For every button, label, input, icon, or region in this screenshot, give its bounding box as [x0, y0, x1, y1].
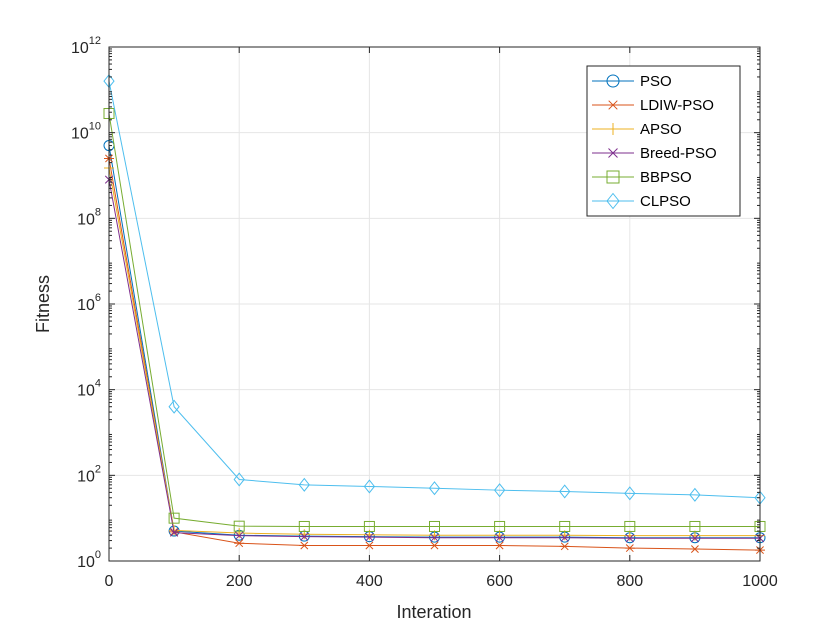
y-tick-label: 1012: [71, 35, 101, 57]
data-point-marker: [235, 531, 244, 540]
data-point-marker: [428, 481, 441, 496]
data-point-marker: [298, 477, 310, 492]
data-point-marker: [607, 100, 619, 110]
legend-item: BBPSO: [592, 169, 692, 186]
x-tick-label: 800: [616, 573, 643, 590]
data-point-marker: [559, 484, 571, 499]
data-point-marker: [430, 533, 439, 542]
series-clpso: [103, 74, 766, 505]
x-axis-title: Interation: [396, 602, 471, 622]
legend-label: Breed-PSO: [640, 145, 717, 162]
data-point-marker: [625, 534, 634, 543]
data-point-marker: [365, 533, 374, 542]
legend-label: APSO: [640, 121, 682, 138]
data-point-marker: [624, 486, 636, 501]
data-point-marker: [494, 541, 505, 550]
data-point-marker: [608, 148, 618, 158]
data-point-marker: [607, 123, 619, 135]
data-point-marker: [624, 544, 635, 553]
data-point-marker: [606, 170, 620, 184]
y-tick-label: 104: [77, 378, 101, 400]
data-point-marker: [364, 541, 375, 550]
data-point-marker: [495, 533, 504, 542]
series-line: [108, 80, 761, 499]
axis-ticks: [108, 46, 761, 562]
legend-item: LDIW-PSO: [592, 97, 714, 114]
y-tick-label: 100: [77, 549, 101, 571]
data-point-marker: [363, 479, 376, 494]
data-point-marker: [624, 530, 635, 541]
data-point-marker: [494, 520, 506, 532]
legend-item: APSO: [592, 121, 682, 138]
x-tick-labels: 0 200 400 600 800 1000: [105, 573, 778, 590]
data-point-marker: [299, 541, 310, 550]
data-point-marker: [300, 532, 309, 541]
data-point-marker: [429, 541, 440, 550]
x-tick-label: 1000: [742, 573, 778, 590]
legend-item: PSO: [592, 73, 672, 90]
series-bbpso: [103, 108, 766, 532]
data-point-marker: [624, 520, 636, 532]
data-point-marker: [363, 520, 375, 532]
x-tick-label: 0: [105, 573, 114, 590]
y-tick-label: 1010: [71, 121, 101, 143]
series-line: [108, 113, 760, 527]
y-axis-title: Fitness: [33, 275, 53, 333]
y-tick-label: 108: [77, 206, 101, 228]
data-point-marker: [689, 487, 701, 502]
legend-box: [586, 65, 741, 217]
data-point-marker: [606, 192, 620, 210]
data-point-marker: [233, 472, 245, 487]
data-point-marker: [606, 74, 620, 88]
legend-item: Breed-PSO: [592, 145, 717, 162]
y-tick-label: 102: [77, 463, 101, 485]
series-ldiw-pso: [104, 154, 765, 555]
data-point-marker: [234, 539, 245, 548]
data-point-marker: [168, 399, 180, 414]
data-point-marker: [560, 533, 569, 542]
data-point-marker: [559, 542, 570, 551]
data-point-marker: [689, 520, 701, 532]
y-tick-labels: 100 102 104 106 108 1010 1012: [71, 35, 101, 571]
legend-label: BBPSO: [640, 169, 692, 186]
data-point-marker: [689, 545, 700, 554]
x-tick-label: 400: [356, 573, 383, 590]
data-point-marker: [429, 520, 440, 532]
x-tick-label: 200: [226, 573, 253, 590]
legend-item: CLPSO: [592, 192, 691, 210]
series-breed-pso: [104, 175, 765, 543]
data-point-marker: [233, 520, 245, 532]
legend-label: CLPSO: [640, 193, 691, 210]
data-point-marker: [493, 483, 506, 498]
x-tick-label: 600: [486, 573, 513, 590]
y-tick-label: 106: [77, 292, 101, 314]
data-point-marker: [689, 530, 700, 541]
data-point-marker: [298, 520, 310, 532]
legend: PSO LDIW-PSO APSO Breed-PSO BBPSO CLPSO: [586, 65, 741, 217]
data-point-marker: [169, 528, 179, 537]
data-point-marker: [559, 520, 571, 532]
data-point-marker: [168, 512, 180, 524]
legend-label: LDIW-PSO: [640, 97, 714, 114]
legend-label: PSO: [640, 73, 672, 90]
series-lines: [103, 74, 766, 555]
data-point-marker: [690, 534, 700, 543]
